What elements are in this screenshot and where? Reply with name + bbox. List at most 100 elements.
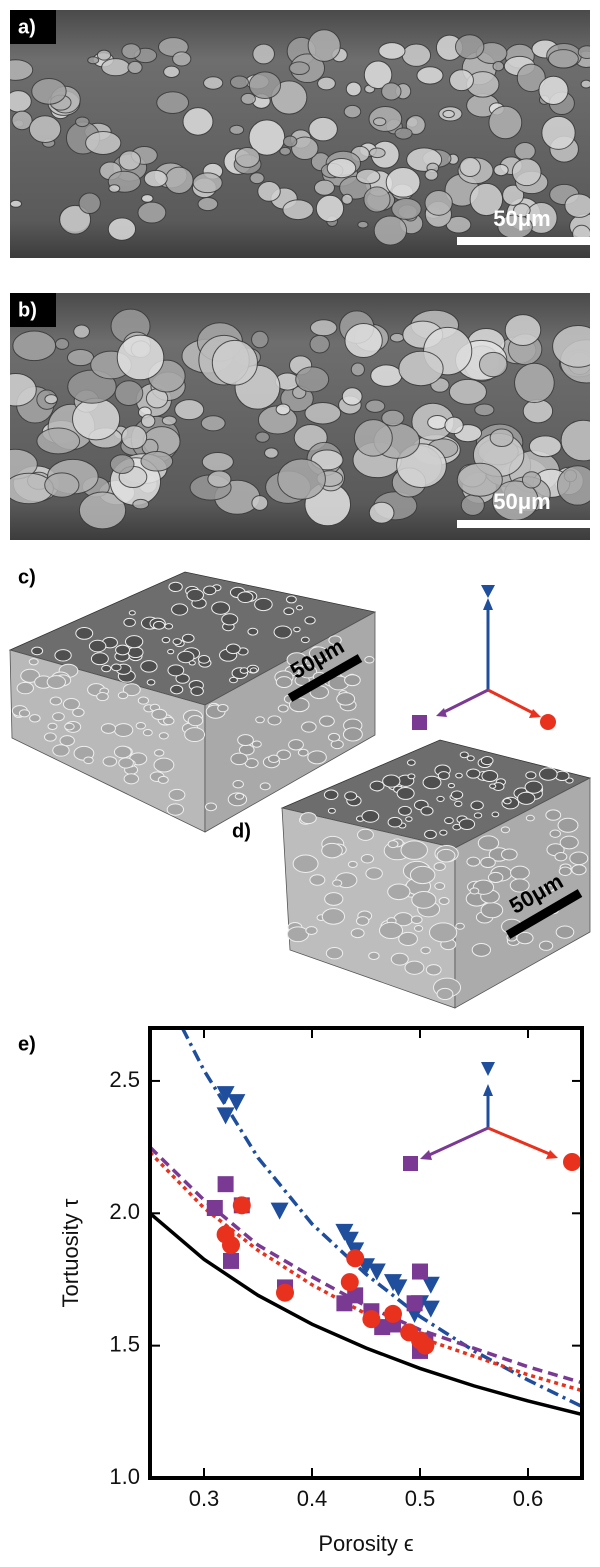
grain [67,349,93,365]
grain [345,324,382,358]
grain [322,909,344,925]
grain [53,713,65,721]
grain [204,77,223,89]
grain [555,771,569,780]
grain [581,80,591,88]
grain [511,866,530,879]
grain [73,398,120,440]
grain [366,400,385,412]
grain [29,659,38,665]
grain [501,849,517,860]
grain [440,830,447,835]
grain [153,621,164,629]
grain [226,644,240,654]
grain [212,340,257,385]
grain [97,693,109,701]
grain [438,772,449,780]
axes-icon [403,1062,581,1171]
square-marker [407,1295,423,1311]
grain [287,927,308,942]
grain [101,724,115,734]
grain [557,466,597,505]
grain [578,46,596,59]
grain [412,891,436,908]
axes-icon [412,585,556,730]
grain [30,715,41,722]
grain [379,922,402,938]
arrow [427,1128,488,1156]
grain [294,627,300,632]
grain [238,735,254,746]
circle-marker [341,1273,359,1291]
panel-label: e) [18,1033,36,1055]
grain [136,722,145,729]
grain [55,338,68,349]
grain [333,880,342,886]
grain [435,883,445,890]
grain [402,44,430,66]
grain [346,82,361,96]
grain [558,818,578,832]
circle-marker [233,1196,251,1214]
grain [324,790,337,799]
grain [114,724,132,737]
grain [188,716,203,726]
grain [310,335,329,353]
grain [559,867,571,875]
panel-label: b) [18,299,37,321]
grain [328,808,335,813]
grain [118,692,127,699]
triangle-marker [422,1301,440,1318]
y-tick-label: 1.5 [109,1331,140,1356]
grain [358,829,374,840]
grain [316,195,343,221]
grain [165,167,193,193]
grain [102,665,111,671]
grain [218,704,228,711]
grain [222,614,238,625]
grain [173,639,181,645]
grain [421,947,430,954]
grain [119,758,134,768]
series-layer [150,1028,582,1414]
grain [470,888,479,894]
grain [362,810,379,822]
grain [443,110,454,117]
grain [448,783,454,787]
grain [345,792,357,800]
grain [539,941,552,950]
grain [354,420,392,456]
grain [164,717,174,724]
grain [550,830,560,837]
grain [479,352,507,376]
grain [48,723,57,729]
grain [241,93,255,104]
grain [425,191,452,216]
grain [167,804,183,815]
grain [298,749,308,756]
grain [162,637,170,642]
grain [116,645,130,655]
grain [395,128,412,139]
grain [158,776,168,783]
grain [365,657,374,663]
grain [296,367,329,392]
grain [193,173,222,193]
grain [37,428,80,454]
x-tick-label: 0.3 [189,1486,220,1511]
grain [560,836,578,849]
grain [382,83,401,100]
grain [260,783,270,790]
grain [253,44,275,64]
grain [351,363,364,376]
grain [379,43,405,60]
grain [172,604,188,615]
grain [293,855,318,872]
grain [517,932,533,943]
volume-d: 50μm [282,740,590,1008]
grain [561,420,600,461]
grain [515,142,536,159]
grain [124,618,136,626]
grain [305,402,341,424]
scale-bar [457,237,590,245]
